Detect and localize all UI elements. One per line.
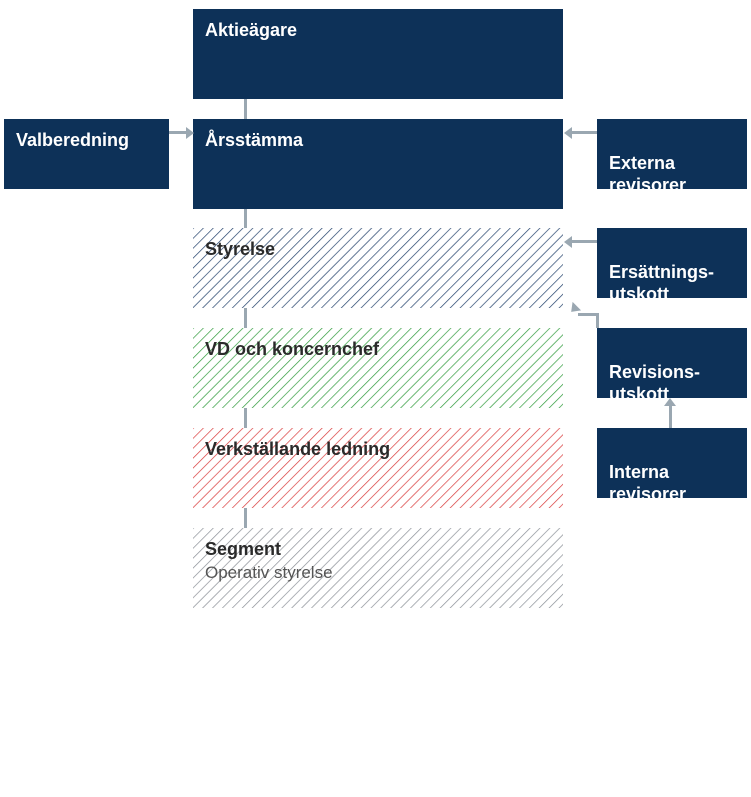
node-revisionsutskott: Revisions- utskott	[597, 328, 747, 398]
node-label: Interna revisorer	[609, 462, 686, 505]
node-label: Verkställande ledning	[205, 439, 390, 459]
node-arsstamma: Årsstämma	[193, 119, 563, 209]
node-ersattningsutskott: Ersättnings- utskott	[597, 228, 747, 298]
edge-arsstamma-styrelse	[244, 209, 247, 228]
edge-vd-verkstall	[244, 408, 247, 428]
node-styrelse: Styrelse	[193, 228, 563, 308]
node-label: VD och koncernchef	[205, 339, 379, 359]
node-label: Externa revisorer	[609, 153, 686, 196]
edge-interna-revision	[669, 406, 672, 428]
node-label: Revisions- utskott	[609, 362, 700, 405]
arrow-left-icon	[564, 127, 572, 139]
edge-valberedning-arsstamma	[169, 131, 186, 134]
node-aktieagare: Aktieägare	[193, 9, 563, 99]
node-vd-koncernchef: VD och koncernchef	[193, 328, 563, 408]
node-segment: Segment Operativ styrelse	[193, 528, 563, 608]
edge-externa-arsstamma	[572, 131, 597, 134]
arrow-up-icon	[664, 398, 676, 406]
node-externa-revisorer: Externa revisorer	[597, 119, 747, 189]
node-valberedning: Valberedning	[4, 119, 169, 189]
node-label: Årsstämma	[205, 130, 303, 150]
edge-aktieagare-arsstamma	[244, 99, 247, 119]
node-label: Valberedning	[16, 130, 129, 150]
node-label: Styrelse	[205, 239, 275, 259]
node-verkstallande-ledning: Verkställande ledning	[193, 428, 563, 508]
node-label: Segment	[205, 539, 281, 559]
edge-styrelse-vd	[244, 308, 247, 328]
edge-revision-styrelse-h	[578, 313, 598, 316]
node-sublabel: Operativ styrelse	[205, 563, 333, 582]
node-label: Aktieägare	[205, 20, 297, 40]
edge-verkstall-segment	[244, 508, 247, 528]
node-interna-revisorer: Interna revisorer	[597, 428, 747, 498]
arrow-right-icon	[186, 127, 194, 139]
node-label: Ersättnings- utskott	[609, 262, 714, 305]
edge-ersattning-styrelse	[572, 240, 597, 243]
arrow-left-icon	[564, 236, 572, 248]
